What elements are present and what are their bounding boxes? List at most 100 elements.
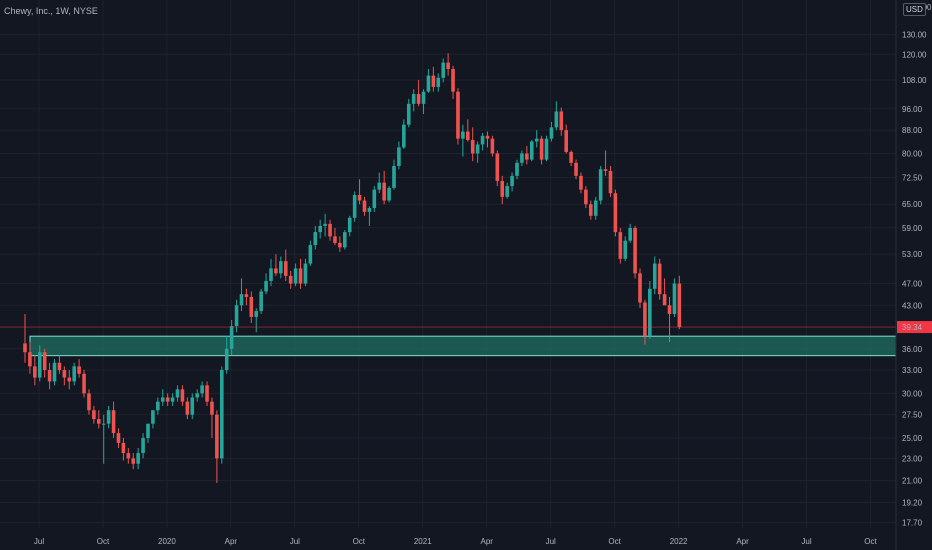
candle-body — [338, 242, 342, 248]
candle-body — [224, 348, 229, 371]
chart-title: Chewy, Inc., 1W, NYSE — [4, 6, 98, 16]
candle-body — [525, 153, 529, 160]
candle-body — [633, 227, 637, 274]
candle-body — [372, 189, 377, 209]
candle-body — [165, 397, 170, 402]
candle-body — [274, 268, 278, 274]
candle-body — [37, 352, 42, 378]
candle-body — [151, 410, 155, 424]
time-tick-label: Jul — [801, 537, 811, 546]
price-tick-label: 36.00 — [902, 345, 923, 354]
candle-body — [628, 227, 632, 241]
candle-body — [160, 397, 165, 402]
candle-body — [470, 140, 475, 154]
time-tick-label: Jul — [34, 537, 44, 546]
candle-body — [667, 305, 672, 314]
candle-body — [652, 263, 657, 289]
candle-body — [205, 385, 209, 402]
price-tick-label: 19.20 — [902, 499, 923, 508]
candle-body — [534, 138, 539, 142]
time-axis[interactable]: Jul Oct 2020 Apr Jul Oct 2021 Apr Jul Oct 2022 Apr J… — [34, 537, 878, 546]
candle-body — [343, 232, 347, 248]
price-axis[interactable]: 130.00 120.00 108.00 96.00 88.00 80.00 72.50 65… — [897, 3, 932, 527]
time-tick-label: Oct — [864, 537, 877, 546]
candle-body — [367, 208, 372, 212]
candle-body — [264, 280, 268, 292]
candle-body — [279, 261, 283, 274]
candle-body — [347, 217, 352, 233]
candle-body — [569, 151, 573, 163]
candle-body — [495, 153, 500, 181]
candle-body — [126, 453, 131, 459]
support-zone — [29, 335, 897, 357]
candle-body — [121, 442, 126, 454]
time-tick-label: Apr — [225, 537, 238, 546]
candle-body — [357, 195, 362, 201]
candle-body — [559, 111, 564, 131]
candle-body — [643, 302, 647, 336]
candle-body — [515, 162, 519, 176]
candle-body — [618, 232, 623, 259]
candle-body — [106, 410, 111, 424]
price-tick-label: 47.00 — [902, 280, 923, 289]
candle-body — [288, 275, 293, 284]
candle-body — [190, 397, 195, 415]
time-tick-label: Oct — [353, 537, 366, 546]
candle-body — [141, 437, 145, 454]
candle-body — [579, 175, 583, 190]
candle-body — [466, 131, 470, 141]
candle-body — [67, 377, 72, 382]
price-tick-label: 33.00 — [902, 366, 923, 375]
candle-body — [426, 75, 431, 92]
candle-body — [23, 343, 27, 353]
price-tick-label: 25.00 — [902, 434, 923, 443]
currency-badge[interactable]: USD — [903, 3, 926, 16]
candle-body — [657, 263, 662, 295]
candle-body — [623, 240, 628, 259]
price-tick-label: 130.00 — [902, 31, 927, 40]
candle-body — [283, 261, 288, 276]
candle-body — [603, 169, 608, 171]
time-tick-label: Apr — [736, 537, 749, 546]
candle-body — [387, 187, 391, 201]
candle-body — [446, 62, 450, 69]
candle-body — [648, 288, 652, 336]
support-zone-rect — [29, 335, 897, 357]
candle-body — [672, 283, 677, 314]
candle-body — [156, 401, 160, 411]
candle-body — [436, 77, 441, 87]
candle-body — [97, 419, 101, 424]
price-tick-label: 27.50 — [902, 411, 923, 420]
candle-body — [490, 138, 495, 154]
candle-body — [52, 362, 57, 382]
candle-body — [175, 389, 180, 398]
candle-body — [574, 162, 578, 176]
candle-body — [554, 111, 559, 128]
time-tick-label: 2020 — [158, 537, 176, 546]
candle-body — [397, 147, 401, 167]
candle-body — [313, 232, 318, 246]
candle-body — [72, 366, 76, 382]
candle-body — [608, 170, 613, 194]
price-tick-label: 53.00 — [902, 250, 923, 259]
candle-body — [28, 352, 32, 367]
price-tick-label: 80.00 — [902, 149, 923, 158]
candle-body — [510, 175, 514, 187]
candle-body — [520, 153, 524, 163]
candle-body — [195, 393, 199, 398]
candle-body — [402, 124, 406, 148]
candle-body — [480, 135, 485, 145]
candle-body — [116, 433, 121, 443]
candle-body — [180, 389, 185, 402]
price-tick-label: 96.00 — [902, 105, 923, 114]
price-tick-label: 43.00 — [902, 301, 923, 310]
candle-body — [431, 75, 436, 87]
price-tick-label: 65.00 — [902, 200, 923, 209]
candle-body — [352, 195, 357, 218]
candle-body — [613, 193, 618, 233]
candle-body — [269, 268, 273, 281]
candle-body — [111, 410, 116, 434]
candle-body — [303, 263, 308, 284]
candle-body — [77, 366, 81, 374]
